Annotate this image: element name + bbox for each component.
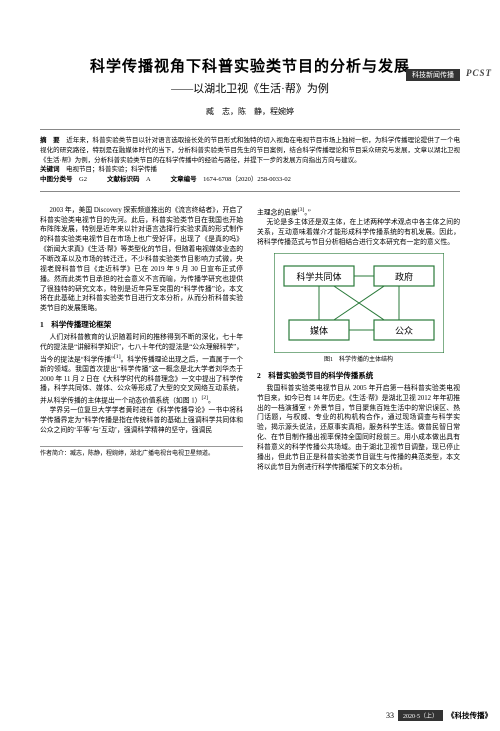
right-p1: 主理念的启蒙[3]。” [257,206,460,218]
doc-label: 文献标识码 [107,176,140,183]
note-label: 作者简介： [40,451,70,457]
left-p2: 人们对科普教育的认识随着时间的推移得到不断的深化，七十年代的提法是“讲解科学知识… [40,333,243,406]
issue-bar: 2020·5（上） [398,710,443,721]
class-value: G2 [79,176,87,183]
journal-name: 《科技传播》 [447,710,492,721]
left-column: 2003 年，美国 Discovery 探索频道推出的《流言终结者》，开启了科普… [40,206,243,473]
note-text: 臧志，陈静，程婉婷，湖北广播电视台电视卫星频道。 [70,451,214,457]
keywords: 关键词 电视节目；科普实验；科学传播 [40,165,460,175]
header-logo: PCST [466,68,492,78]
abstract: 摘 要 近年来，科普实验类节目以针对语言选取接长处的节目形式和独特的切入视角在电… [40,136,460,165]
right-column: 主理念的启蒙[3]。” 无论是多主体还是双主体，在上述两种学术观点中各主体之间的… [257,206,460,473]
abstract-text: 近年来，科普实验类节目以针对语言选取接长处的节目形式和独特的切入视角在电视节目市… [40,137,460,164]
meta-row: 中图分类号 G2 文献标识码 A 文章编号 1674-6708（2020）258… [40,175,460,185]
node-2: 政府 [394,271,412,282]
page-number: 33 [386,711,394,720]
diagram-svg: 科学共同体 政府 媒体 公众 [274,253,444,353]
left-p3: 学界另一位复旦大学学者黄时进在《科学传播导论》一书中将科学传播界定为“科学传播是… [40,406,243,436]
section-2-head: 2 科普实验类节目的科学传播系统 [257,371,460,382]
node-3: 媒体 [309,325,327,336]
header-tag: 科技新闻传播 [406,69,460,81]
section-1-head: 1 科学传播理论框架 [40,320,243,331]
node-4: 公众 [394,326,412,336]
right-p2: 无论是多主体还是双主体，在上述两种学术观点中各主体之间的关系，互动意味着媒介才能… [257,218,460,248]
abstract-label: 摘 要 [40,137,60,144]
footer: 33 2020·5（上） 《科技传播》 [386,710,492,721]
title-sub: ——以湖北卫视《生活·帮》为例 [0,80,500,96]
columns: 2003 年，美国 Discovery 探索频道推出的《流言终结者》，开启了科普… [40,206,460,473]
authors: 臧 志，陈 静，程婉婷 [0,106,500,117]
abstract-box: 摘 要 近年来，科普实验类节目以针对语言选取接长处的节目形式和独特的切入视角在电… [40,129,460,192]
class-label: 中图分类号 [40,176,73,183]
doc-value: A [146,176,151,183]
author-note: 作者简介：臧志，陈静，程婉婷，湖北广播电视台电视卫星频道。 [40,446,243,459]
node-1: 科学共同体 [296,271,341,282]
figure-1: 科学共同体 政府 媒体 公众 图1 科学传播的主体结构 [274,253,444,365]
figure-caption: 图1 科学传播的主体结构 [274,356,444,365]
right-p3: 我国科普实验类电视节目从 2005 年开启第一档科普实验类电视节目来，如今已有 … [257,384,460,473]
article-label: 文章编号 [171,176,197,183]
keywords-text: 电视节目；科普实验；科学传播 [66,166,157,173]
keywords-label: 关键词 [40,166,60,173]
left-p1: 2003 年，美国 Discovery 探索频道推出的《流言终结者》，开启了科普… [40,206,243,314]
article-value: 1674-6708（2020）258-0033-02 [203,176,291,183]
